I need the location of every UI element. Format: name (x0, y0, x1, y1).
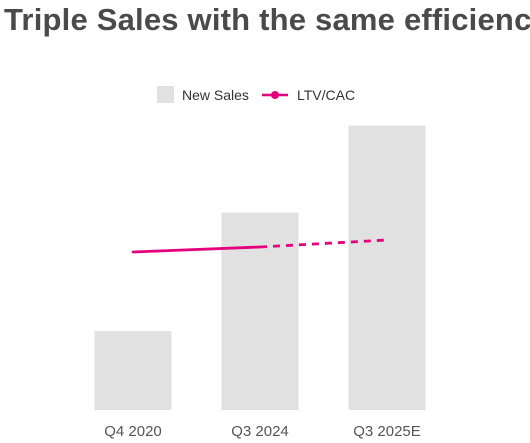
ltv-cac-line-projected (259, 238, 388, 249)
x-axis-ticks: Q4 2020 Q3 2024 Q3 2025E (104, 423, 421, 440)
ltv-cac-line-actual (131, 245, 262, 254)
line-group (131, 238, 388, 254)
x-tick-label: Q3 2024 (231, 423, 289, 440)
legend-label-new-sales: New Sales (182, 87, 249, 103)
bar-q3-2025e (348, 125, 426, 410)
x-tick-label: Q3 2025E (353, 423, 421, 440)
legend-marker-ltv-cac (271, 91, 279, 99)
legend-swatch-new-sales (157, 86, 174, 103)
legend-label-ltv-cac: LTV/CAC (297, 87, 355, 103)
legend: New Sales LTV/CAC (157, 86, 355, 103)
chart-title: Triple Sales with the same efficiency (4, 2, 530, 37)
bar-q4-2020 (94, 331, 172, 410)
bar-q3-2024 (221, 212, 299, 410)
bars-group (94, 125, 426, 410)
x-tick-label: Q4 2020 (104, 423, 162, 440)
